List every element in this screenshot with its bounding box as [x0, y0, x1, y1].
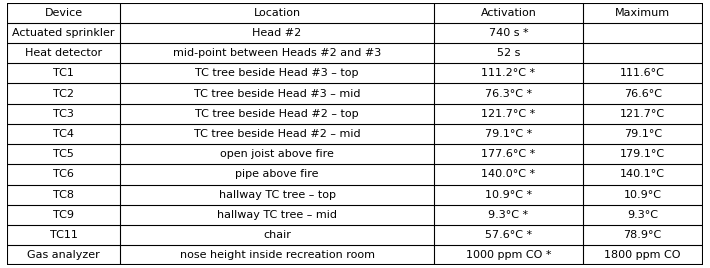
Text: 9.3°C *: 9.3°C * [488, 210, 528, 220]
Text: 111.6°C: 111.6°C [621, 68, 665, 79]
Text: Actuated sprinkler: Actuated sprinkler [12, 28, 115, 38]
Text: nose height inside recreation room: nose height inside recreation room [180, 250, 375, 260]
Text: 57.6°C *: 57.6°C * [485, 230, 532, 240]
Text: TC3: TC3 [53, 109, 74, 119]
Text: 179.1°C: 179.1°C [620, 149, 665, 159]
Text: mid-point between Heads #2 and #3: mid-point between Heads #2 and #3 [173, 48, 381, 58]
Text: 52 s: 52 s [497, 48, 520, 58]
Text: TC tree beside Head #3 – mid: TC tree beside Head #3 – mid [194, 89, 360, 99]
Text: TC2: TC2 [53, 89, 74, 99]
Text: TC tree beside Head #2 – top: TC tree beside Head #2 – top [195, 109, 359, 119]
Text: 76.6°C: 76.6°C [623, 89, 662, 99]
Text: 9.3°C: 9.3°C [627, 210, 658, 220]
Text: 76.3°C *: 76.3°C * [485, 89, 532, 99]
Text: 121.7°C *: 121.7°C * [481, 109, 535, 119]
Text: Maximum: Maximum [615, 8, 670, 18]
Text: 121.7°C: 121.7°C [620, 109, 665, 119]
Text: 111.2°C *: 111.2°C * [481, 68, 535, 79]
Text: hallway TC tree – top: hallway TC tree – top [219, 189, 336, 200]
Text: 177.6°C *: 177.6°C * [481, 149, 535, 159]
Text: TC9: TC9 [53, 210, 74, 220]
Text: Device: Device [45, 8, 82, 18]
Text: 79.1°C *: 79.1°C * [485, 129, 532, 139]
Text: Head #2: Head #2 [253, 28, 302, 38]
Text: pipe above fire: pipe above fire [235, 169, 319, 179]
Text: 740 s *: 740 s * [488, 28, 528, 38]
Text: Location: Location [253, 8, 300, 18]
Text: TC1: TC1 [53, 68, 74, 79]
Text: hallway TC tree – mid: hallway TC tree – mid [217, 210, 337, 220]
Text: TC6: TC6 [53, 169, 74, 179]
Text: TC tree beside Head #2 – mid: TC tree beside Head #2 – mid [194, 129, 361, 139]
Text: open joist above fire: open joist above fire [220, 149, 334, 159]
Text: TC4: TC4 [53, 129, 74, 139]
Text: 10.9°C *: 10.9°C * [485, 189, 532, 200]
Text: Heat detector: Heat detector [25, 48, 102, 58]
Text: Gas analyzer: Gas analyzer [27, 250, 100, 260]
Text: chair: chair [263, 230, 291, 240]
Text: TC5: TC5 [53, 149, 74, 159]
Text: 140.1°C: 140.1°C [621, 169, 665, 179]
Text: 78.9°C: 78.9°C [623, 230, 662, 240]
Text: TC11: TC11 [50, 230, 77, 240]
Text: 10.9°C: 10.9°C [623, 189, 662, 200]
Text: 1800 ppm CO: 1800 ppm CO [604, 250, 681, 260]
Text: 79.1°C: 79.1°C [623, 129, 662, 139]
Text: 1000 ppm CO *: 1000 ppm CO * [466, 250, 551, 260]
Text: TC tree beside Head #3 – top: TC tree beside Head #3 – top [195, 68, 359, 79]
Text: Activation: Activation [481, 8, 536, 18]
Text: 140.0°C *: 140.0°C * [481, 169, 535, 179]
Text: TC8: TC8 [53, 189, 74, 200]
